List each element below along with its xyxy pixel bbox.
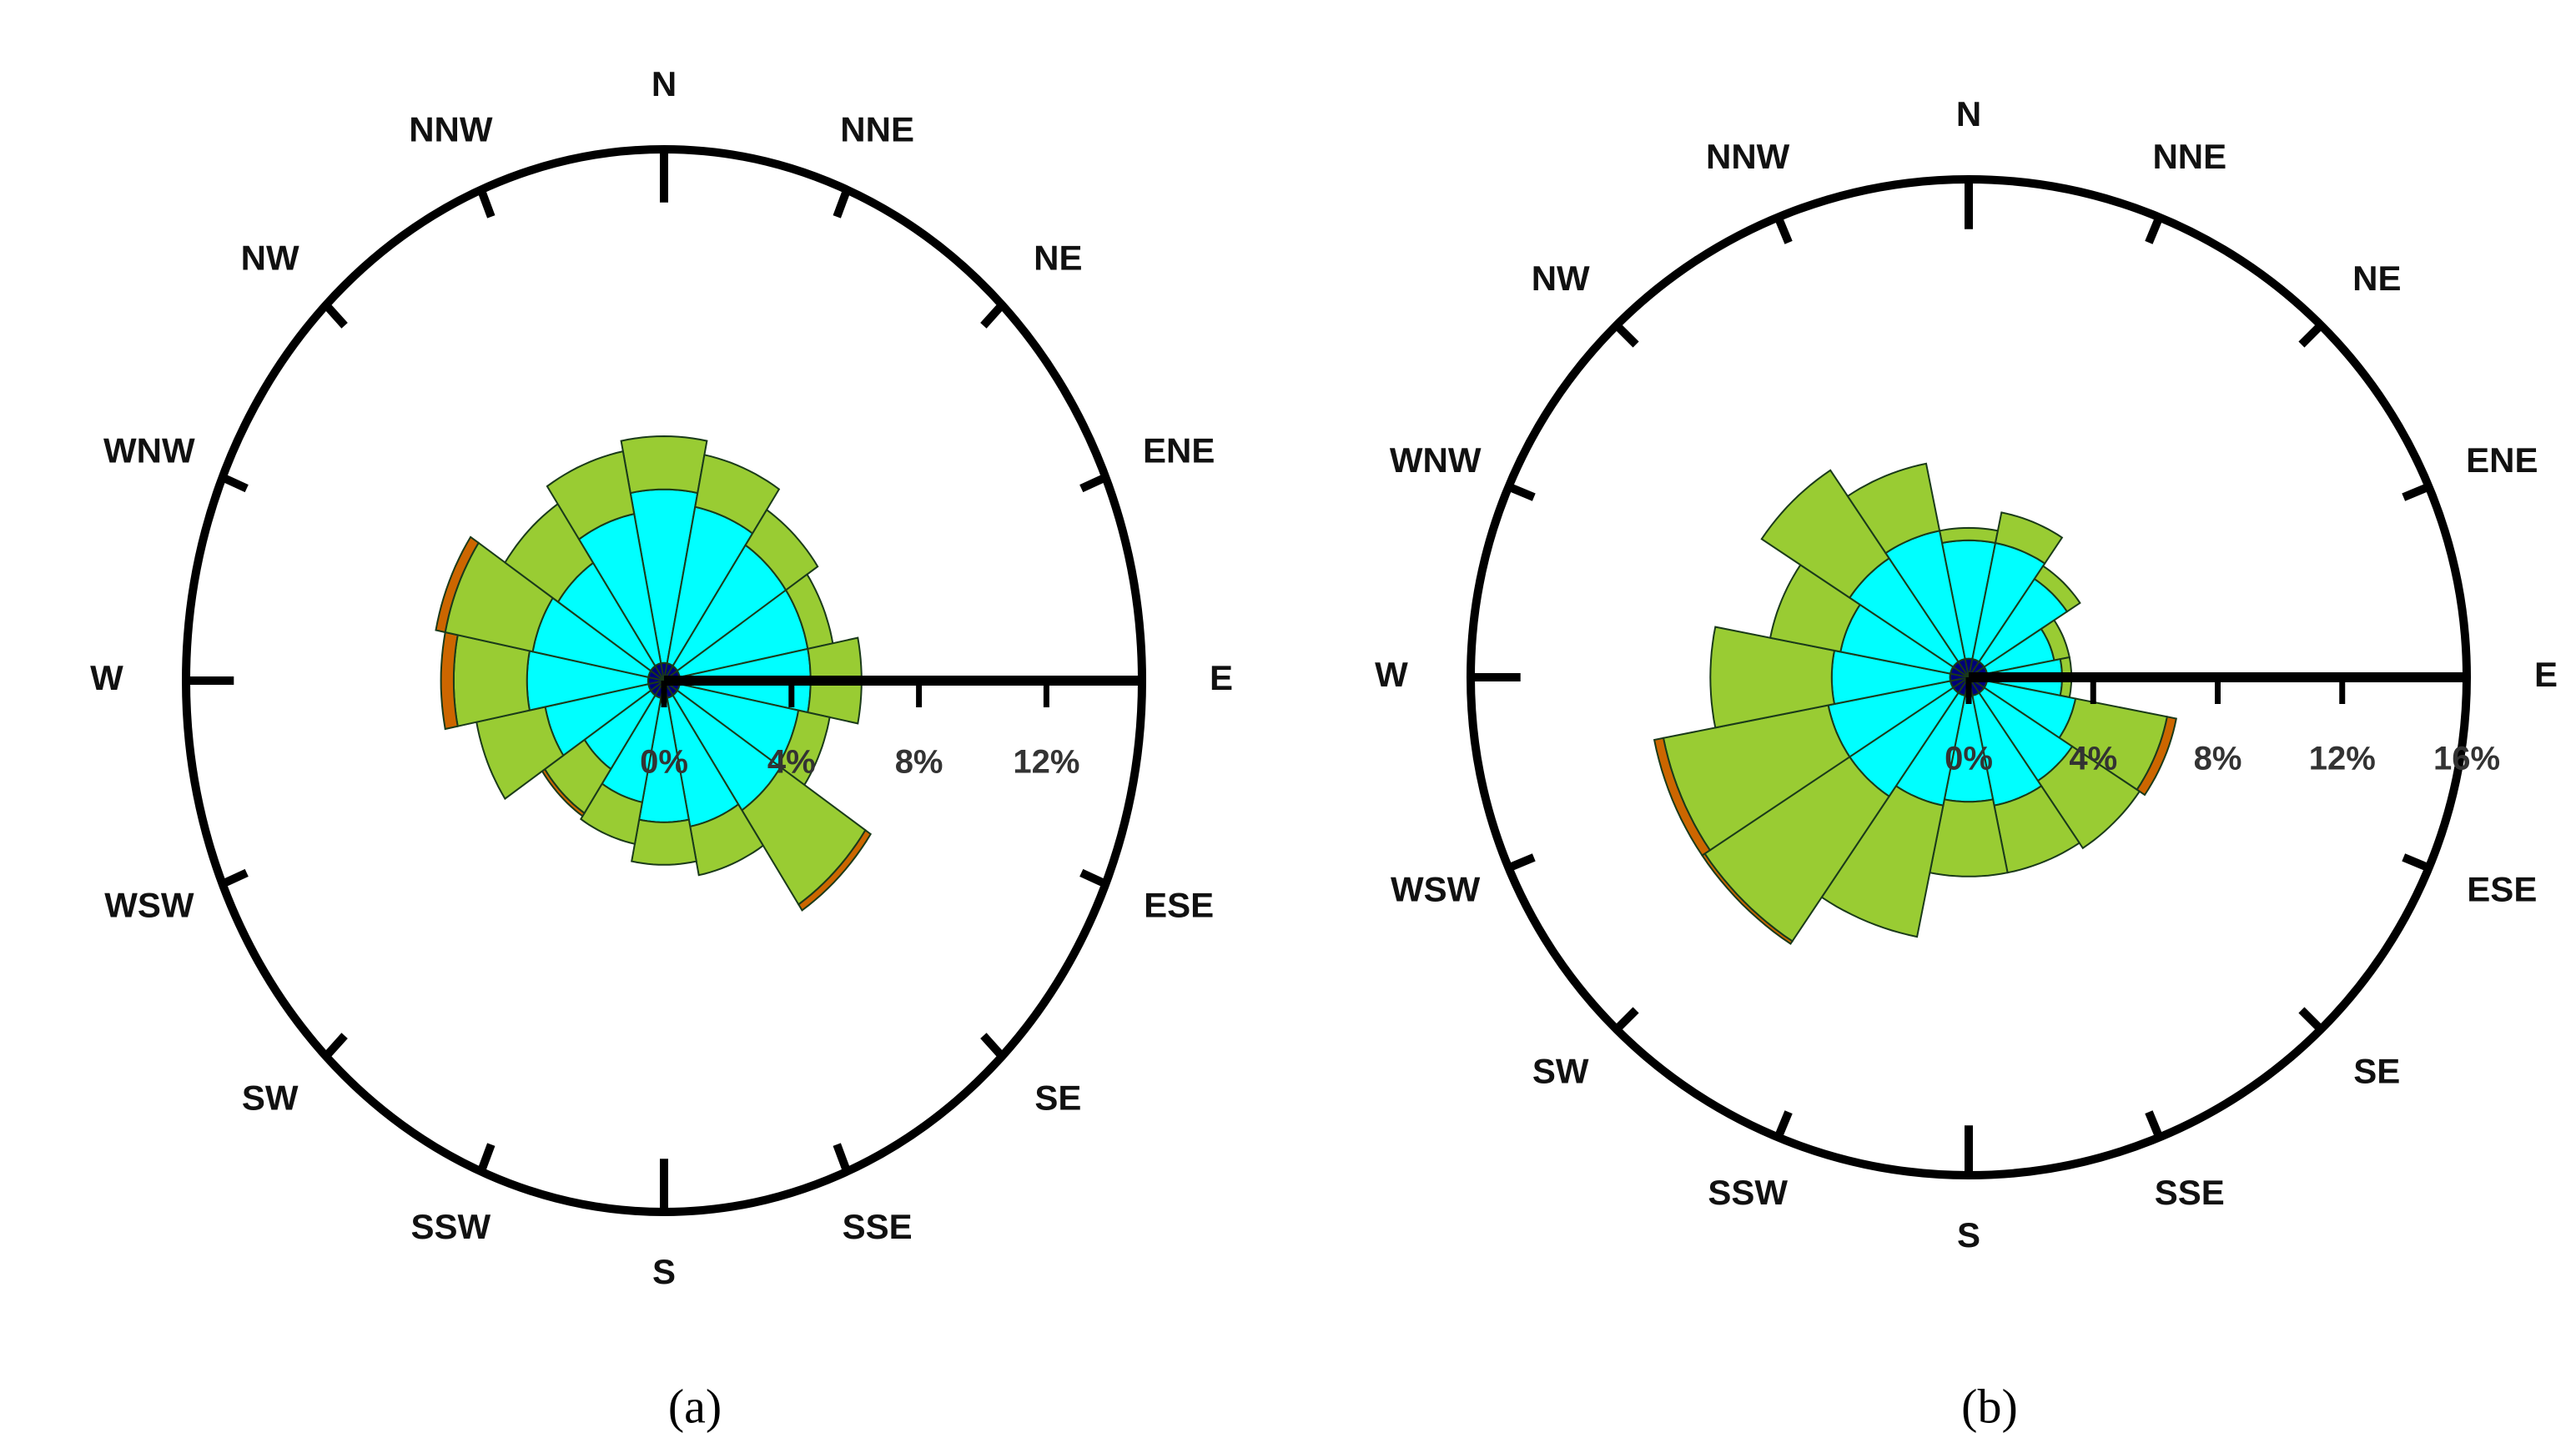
compass-tick bbox=[323, 302, 348, 329]
petal bbox=[1846, 462, 1941, 555]
radial-tick-label: 0% bbox=[640, 744, 688, 781]
compass-tick bbox=[1613, 1007, 1639, 1033]
direction-label: W bbox=[90, 658, 123, 697]
compass-tick bbox=[2402, 853, 2431, 872]
compass-tick bbox=[833, 1143, 851, 1174]
direction-label: SE bbox=[1034, 1078, 1081, 1118]
compass-tick bbox=[220, 868, 249, 888]
direction-label: ENE bbox=[2466, 440, 2538, 480]
compass-tick bbox=[2298, 322, 2324, 348]
compass-tick bbox=[323, 1033, 348, 1059]
direction-label: S bbox=[652, 1252, 676, 1291]
direction-label: WSW bbox=[104, 886, 194, 925]
direction-label: ESE bbox=[2467, 869, 2537, 908]
caption: (a) bbox=[668, 1379, 722, 1433]
direction-label: SW bbox=[1532, 1051, 1589, 1090]
compass-tick bbox=[1079, 473, 1108, 493]
radial-tick-label: 12% bbox=[1013, 744, 1079, 781]
direction-label: N bbox=[1956, 94, 1981, 133]
compass-tick bbox=[1774, 1110, 1793, 1139]
radial-tick-label: 8% bbox=[895, 744, 943, 781]
compass-tick bbox=[1774, 215, 1793, 244]
direction-label: ENE bbox=[1143, 431, 1215, 470]
petal bbox=[2033, 565, 2081, 613]
petal bbox=[1994, 511, 2064, 565]
petal bbox=[546, 450, 636, 540]
radial-tick-label: 4% bbox=[2069, 741, 2117, 777]
direction-label: S bbox=[1957, 1215, 1980, 1254]
direction-label: SSW bbox=[411, 1207, 491, 1246]
direction-label: SE bbox=[2353, 1051, 2400, 1090]
petal bbox=[797, 828, 873, 912]
direction-label: SSE bbox=[2155, 1173, 2225, 1212]
radial-tick-label: 4% bbox=[767, 744, 816, 781]
direction-label: WNW bbox=[103, 431, 195, 470]
petal bbox=[631, 818, 697, 866]
direction-label: SSW bbox=[1708, 1173, 1788, 1212]
direction-label: SW bbox=[242, 1078, 299, 1118]
compass-tick bbox=[477, 188, 496, 219]
direction-label: NNW bbox=[409, 109, 493, 148]
petal bbox=[435, 535, 480, 634]
direction-label: NE bbox=[1034, 239, 1082, 278]
radial-tick-label: 12% bbox=[2309, 741, 2376, 777]
compass-tick bbox=[1079, 868, 1108, 888]
compass-tick bbox=[2145, 215, 2164, 244]
petal bbox=[620, 435, 708, 495]
compass-tick bbox=[220, 473, 249, 493]
direction-label: N bbox=[652, 64, 677, 103]
compass-tick bbox=[1613, 322, 1639, 348]
petal bbox=[1653, 737, 1712, 857]
compass-tick bbox=[980, 1033, 1005, 1059]
direction-label: SSE bbox=[843, 1207, 913, 1246]
direction-label: NE bbox=[2352, 259, 2401, 298]
direction-label: NNE bbox=[840, 109, 914, 148]
radial-tick-label: 8% bbox=[2194, 741, 2242, 777]
radial-tick-label: 0% bbox=[1945, 741, 1993, 777]
radial-tick-label: 16% bbox=[2433, 741, 2500, 777]
direction-label: WNW bbox=[1390, 440, 1482, 480]
direction-label: WSW bbox=[1391, 869, 1481, 908]
compass-tick bbox=[1507, 482, 1536, 501]
direction-label: NNE bbox=[2152, 137, 2226, 176]
compass-tick bbox=[833, 188, 851, 219]
compass-tick bbox=[2402, 482, 2431, 501]
direction-label: W bbox=[1375, 655, 1408, 694]
direction-label: E bbox=[2534, 655, 2558, 694]
compass-tick bbox=[2145, 1110, 2164, 1139]
compass-tick bbox=[477, 1143, 496, 1174]
compass-tick bbox=[980, 302, 1005, 329]
direction-label: NW bbox=[241, 239, 299, 278]
petal bbox=[1938, 526, 2000, 545]
direction-label: ESE bbox=[1144, 886, 1214, 925]
compass-tick bbox=[1507, 853, 1536, 872]
direction-label: NW bbox=[1532, 259, 1590, 298]
caption: (b) bbox=[1961, 1379, 2018, 1433]
direction-label: NNW bbox=[1706, 137, 1790, 176]
direction-label: E bbox=[1210, 658, 1233, 697]
compass-tick bbox=[2298, 1007, 2324, 1033]
